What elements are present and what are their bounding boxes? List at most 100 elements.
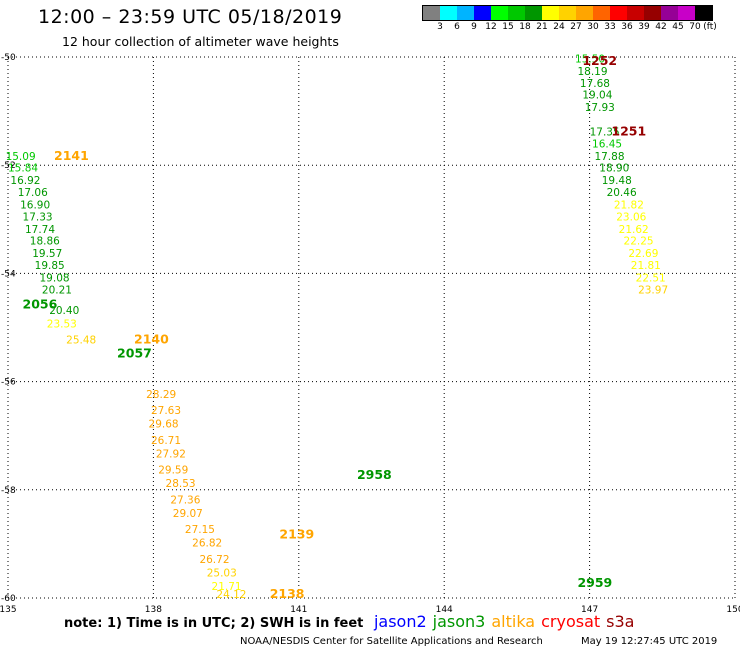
swh-value-label: 16.92	[10, 175, 40, 187]
swh-value-label: 17.88	[594, 151, 624, 163]
timestamp-text: May 19 12:27:45 UTC 2019	[581, 636, 718, 647]
swh-value-label: 15.84	[8, 163, 38, 175]
color-swatch-10	[593, 6, 610, 20]
swh-value-label: 27.36	[170, 494, 200, 506]
swh-value-label: 22.25	[624, 236, 654, 248]
pass-number-label: 2959	[577, 575, 612, 590]
color-scale-label: 33	[604, 22, 616, 32]
chart-subtitle: 12 hour collection of altimeter wave hei…	[62, 34, 339, 49]
color-scale-label: 39	[638, 22, 650, 32]
swh-value-label: 15.50	[575, 53, 605, 65]
swh-value-label: 20.21	[42, 284, 72, 296]
color-scale-label: 12	[485, 22, 497, 32]
swh-value-label: 21.82	[614, 199, 644, 211]
color-scale-label: 30	[587, 22, 599, 32]
color-scale-swatches	[422, 5, 713, 21]
swh-value-label: 15.09	[6, 151, 36, 163]
swh-value-label: 19.04	[582, 90, 612, 102]
swh-value-label: 17.35	[590, 126, 620, 138]
color-swatch-4	[491, 6, 508, 20]
color-scale-label: 27	[570, 22, 582, 32]
swh-value-label: 20.46	[607, 187, 637, 199]
satellite-legend-altika: altika	[491, 612, 536, 631]
swh-value-label: 28.53	[166, 478, 196, 490]
swh-value-label: 25.48	[66, 335, 96, 347]
color-swatch-9	[576, 6, 593, 20]
swh-value-label: 18.19	[577, 66, 607, 78]
x-tick-label: 138	[145, 605, 162, 615]
color-scale-label: 6	[454, 22, 460, 32]
color-swatch-0	[423, 6, 440, 20]
pass-number-label: 2057	[117, 345, 152, 360]
swh-value-label: 22.51	[636, 273, 666, 285]
x-tick-label: 147	[581, 605, 598, 615]
swh-value-label: 28.29	[146, 389, 176, 401]
swh-value-label: 19.57	[32, 248, 62, 260]
y-tick-label: -54	[1, 269, 16, 279]
color-swatch-2	[457, 6, 474, 20]
swh-value-label: 18.86	[30, 236, 60, 248]
satellite-legend-cryosat: cryosat	[541, 612, 601, 631]
pass-number-label: 2141	[54, 148, 89, 163]
color-scale-labels: 3 6 9 12 15 18 21 24 27 30 33 36 39 42 45 70 (ft)	[422, 21, 717, 35]
x-tick-label: 150	[726, 605, 740, 615]
swh-value-label: 21.62	[619, 224, 649, 236]
swh-value-label: 17.93	[585, 102, 615, 114]
color-scale-legend: 3 6 9 12 15 18 21 24 27 30 33 36 39 42 45 70 (ft)	[422, 5, 717, 35]
color-scale-label: 15	[502, 22, 514, 32]
color-swatch-7	[542, 6, 559, 20]
color-scale-label: 42	[655, 22, 667, 32]
swh-value-label: 29.07	[173, 508, 203, 520]
satellite-legend: jason2 jason3 altika cryosat s3a	[368, 612, 635, 631]
color-scale-unit: (ft)	[703, 22, 717, 32]
swh-value-label: 16.90	[20, 199, 50, 211]
swh-value-label: 27.63	[151, 405, 181, 417]
pass-number-label: 2958	[357, 467, 392, 482]
satellite-legend-s3a: s3a	[606, 612, 635, 631]
swh-value-label: 16.45	[592, 138, 622, 150]
color-scale-label: 45	[672, 22, 684, 32]
color-swatch-13	[644, 6, 661, 20]
color-swatch-3	[474, 6, 491, 20]
color-swatch-11	[610, 6, 627, 20]
swh-value-label: 26.82	[192, 538, 222, 550]
credit-text: NOAA/NESDIS Center for Satellite Applica…	[240, 636, 543, 647]
chart-title: 12:00 – 23:59 UTC 05/18/2019	[38, 6, 343, 28]
y-tick-label: -60	[1, 594, 16, 604]
swh-value-label: 20.40	[49, 305, 79, 317]
satellite-legend-jason2: jason2	[373, 612, 427, 631]
swh-value-label: 29.59	[158, 465, 188, 477]
color-swatch-6	[525, 6, 542, 20]
swh-value-label: 21.71	[212, 581, 242, 593]
x-tick-label: 135	[0, 605, 17, 615]
swh-value-label: 29.68	[149, 419, 179, 431]
color-swatch-15	[678, 6, 695, 20]
color-swatch-5	[508, 6, 525, 20]
x-tick-label: 144	[436, 605, 453, 615]
swh-value-label: 17.68	[580, 78, 610, 90]
swh-value-label: 19.48	[602, 175, 632, 187]
y-tick-label: -52	[1, 161, 16, 171]
y-tick-label: -58	[1, 486, 16, 496]
swh-value-label: 19.08	[40, 273, 70, 285]
color-scale-label: 36	[621, 22, 633, 32]
color-scale-label: 3	[437, 22, 443, 32]
note-text: note: 1) Time is in UTC; 2) SWH is in fe…	[64, 616, 364, 631]
color-swatch-12	[627, 6, 644, 20]
swh-value-label: 22.69	[628, 248, 658, 260]
swh-value-label: 17.33	[23, 211, 53, 223]
swh-value-label: 25.03	[207, 567, 237, 579]
y-tick-label: -50	[1, 53, 16, 63]
swh-value-label: 27.15	[185, 524, 215, 536]
color-swatch-14	[661, 6, 678, 20]
swh-value-label: 23.06	[616, 211, 646, 223]
pass-number-label: 2056	[23, 297, 58, 312]
pass-number-label: 1252	[582, 53, 617, 68]
pass-number-label: 2140	[134, 332, 169, 347]
swh-value-label: 18.90	[599, 163, 629, 175]
satellite-legend-jason3: jason3	[432, 612, 486, 631]
x-tick-label: 141	[290, 605, 307, 615]
color-scale-label: 21	[536, 22, 548, 32]
swh-value-label: 17.06	[18, 187, 48, 199]
color-scale-label: 70	[689, 22, 701, 32]
